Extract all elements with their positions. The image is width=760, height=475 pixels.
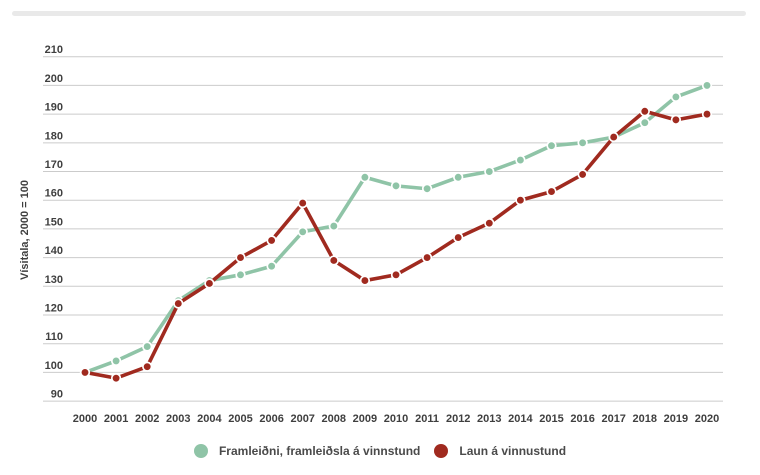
y-tick-label: 100 [45,360,63,372]
data-point-marker [484,218,495,229]
line-chart: 90 100 110 120 130 140 150 160 170 180 190 200 210 Ví… [19,44,723,425]
x-tick-label: 2004 [197,413,222,425]
data-point-marker [79,367,91,378]
x-tick-label: 2005 [228,413,252,425]
y-axis-tick-labels: 90 100 110 120 130 140 150 160 170 180 190 200 210 [45,44,63,400]
x-tick-label: 2017 [601,413,625,425]
x-tick-label: 2000 [73,413,97,425]
y-tick-label: 180 [45,130,63,142]
data-point-marker [359,172,371,183]
data-point-marker [173,298,184,309]
legend-item-wages: Laun á vinnustund [434,444,566,458]
data-point-marker [608,131,619,143]
data-point-marker [266,235,277,246]
y-tick-label: 170 [45,159,63,171]
data-point-marker [297,226,308,237]
data-point-marker [701,108,713,120]
data-point-marker [546,186,557,197]
data-point-marker [639,117,650,128]
data-point-marker [204,278,215,289]
x-tick-label: 2014 [508,413,533,425]
data-point-marker [390,180,402,192]
x-tick-label: 2011 [415,413,439,425]
data-point-marker [359,275,371,286]
data-point-marker [328,220,339,232]
x-tick-label: 2016 [570,413,594,425]
legend-marker-red-icon [434,444,449,458]
y-axis-title: Vísitala, 2000 = 100 [19,180,31,280]
data-point-marker [546,140,557,151]
y-tick-label: 130 [45,274,63,286]
x-tick-label: 2020 [695,413,719,425]
x-tick-label: 2008 [322,413,346,425]
series-line [84,109,708,380]
x-tick-label: 2006 [259,413,283,425]
x-axis-tick-labels: 2000 2001 2002 2003 2004 2005 2006 2007 2008 2009… [73,413,719,425]
y-tick-label: 140 [45,245,63,257]
data-point-marker [110,355,122,367]
data-point-marker [515,154,526,166]
x-tick-label: 2003 [166,413,190,425]
x-tick-label: 2010 [384,413,408,425]
x-tick-label: 2019 [664,413,688,425]
x-tick-label: 2012 [446,413,470,425]
data-point-marker [701,80,713,91]
x-tick-label: 2007 [290,413,314,425]
legend-label-wages: Laun á vinnustund [459,444,567,458]
data-point-marker [484,166,495,177]
y-tick-label: 90 [51,389,63,401]
x-tick-label: 2001 [104,413,128,425]
data-point-marker [266,261,277,272]
data-point-marker [577,169,588,180]
data-point-marker [670,114,682,126]
y-tick-label: 190 [45,102,63,114]
legend-marker-green-icon [193,444,208,458]
legend-label-productivity: Framleiðni, framleiðsla á vinnstund [218,444,421,458]
data-point-marker [328,255,339,266]
x-tick-label: 2002 [135,413,159,425]
x-tick-label: 2015 [539,413,563,425]
y-tick-label: 110 [45,331,63,343]
y-tick-label: 160 [45,188,63,200]
chart-legend: Framleiðni, framleiðsla á vinnstund Laun… [0,444,760,458]
data-point-marker [421,252,433,263]
data-point-marker [110,372,122,384]
y-tick-label: 200 [45,73,63,85]
data-point-marker [453,232,464,243]
data-point-marker [235,252,246,263]
data-point-marker [577,137,588,148]
data-point-marker [142,361,153,372]
data-point-marker [235,269,246,280]
x-tick-label: 2018 [633,413,657,425]
data-point-marker [639,106,650,117]
x-tick-label: 2013 [477,413,501,425]
y-tick-label: 150 [45,216,63,228]
wages-series [79,106,713,384]
data-point-marker [142,341,153,352]
data-point-marker [421,183,433,194]
y-tick-label: 210 [45,44,63,56]
x-tick-label: 2009 [353,413,377,425]
data-point-marker [515,195,526,206]
y-tick-label: 120 [45,303,63,315]
data-point-marker [390,269,402,280]
horizontal-scrollbar[interactable] [12,11,746,16]
data-point-marker [297,197,308,209]
legend-item-productivity: Framleiðni, framleiðsla á vinnstund [193,444,421,458]
data-point-marker [670,91,682,103]
data-point-marker [453,172,464,183]
